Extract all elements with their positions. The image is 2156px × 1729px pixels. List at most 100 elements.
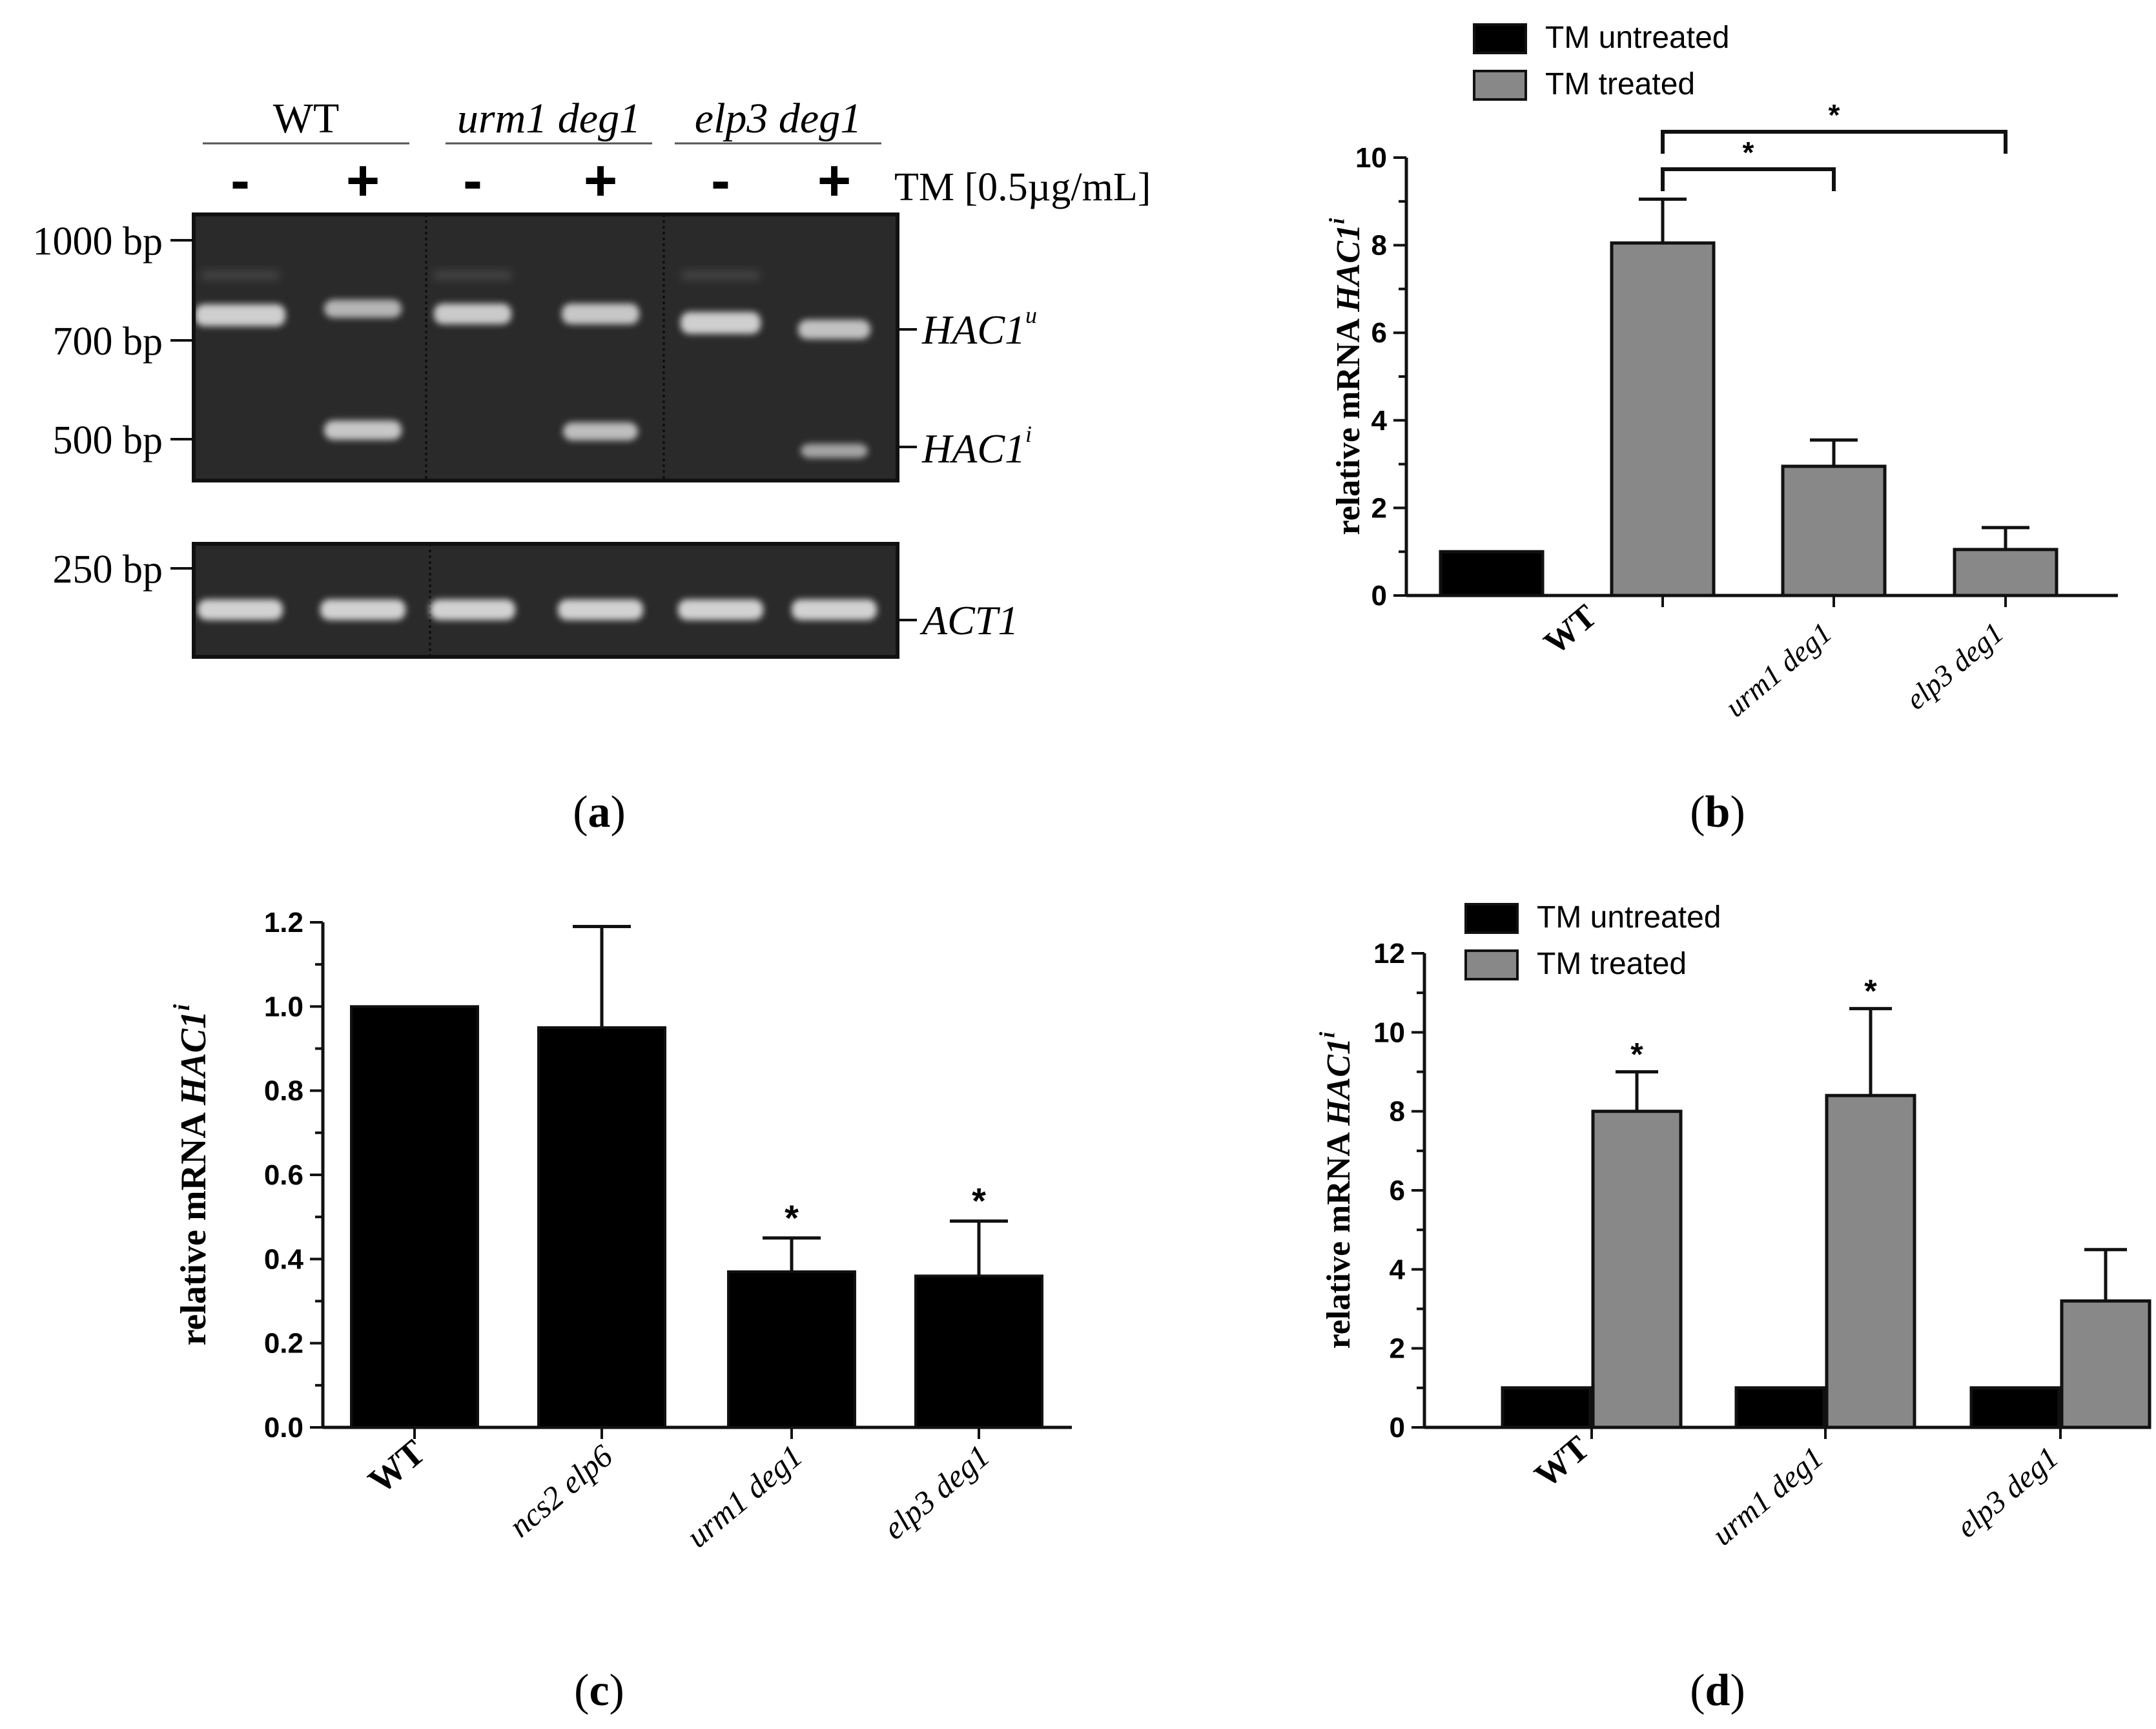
legend-swatch-1: [1473, 70, 1527, 101]
bar-2: [727, 1270, 856, 1429]
panel-d-caption: (d): [1690, 1666, 1745, 1715]
x-tick-label: urm1 deg1: [1719, 616, 1838, 723]
hac1u-label: HAC1u: [921, 302, 1037, 353]
x-tick-label: elp3 deg1: [1900, 616, 2010, 716]
band-hac1i: [324, 420, 402, 440]
significance-bracket-0: [1661, 167, 1836, 191]
bar-0-0: [1501, 1386, 1592, 1429]
y-tick-label: 4: [1390, 1254, 1406, 1285]
band-hac1u: [195, 304, 285, 326]
x-tick-label: elp3 deg1: [876, 1438, 996, 1547]
band-act1: [198, 599, 283, 620]
legend-label-1: TM treated: [1537, 947, 1687, 981]
x-tick-label: urm1 deg1: [679, 1438, 809, 1555]
y-tick-label: 0.8: [264, 1075, 303, 1107]
band-hac1u: [562, 304, 639, 324]
tm-concentration-label: TM [0.5µg/mL]: [894, 165, 1151, 209]
bar-0: [1439, 550, 1545, 597]
x-tick-label: WT: [361, 1432, 433, 1502]
gel-top-frame: [192, 212, 899, 482]
x-tick-label: WT: [1537, 598, 1604, 662]
treatment-symbol-5: +: [817, 149, 852, 213]
y-tick-label: 10: [1373, 1017, 1405, 1048]
bar-0-1: [1734, 1386, 1826, 1429]
y-tick-label: 0: [1390, 1412, 1405, 1444]
y-tick-label: 0.0: [264, 1412, 303, 1444]
bar-1-2: [2060, 1299, 2151, 1429]
significance-star-2: *: [785, 1197, 799, 1238]
band-smear: [201, 271, 279, 279]
y-tick-label: 10: [1355, 142, 1387, 174]
marker-label-1: 700 bp: [53, 320, 163, 364]
bar-1: [1610, 241, 1716, 597]
legend-label-1: TM treated: [1545, 67, 1695, 101]
panel-c-chart: relative mRNA HAC1i 0.0 0.2 0.4 0.6 0.8 1.0 1.2…: [169, 907, 1072, 1555]
band-hac1i: [563, 422, 638, 440]
significance-star-3: *: [972, 1181, 986, 1221]
y-tick-label: 0.2: [264, 1328, 303, 1360]
y-tick-label: 1.2: [264, 907, 303, 938]
strain-header-1: urm1 deg1: [457, 95, 641, 142]
panel-b-chart: TM untreated TM treated relative mRNA HAC1…: [1326, 21, 2118, 723]
bar-3: [914, 1274, 1043, 1429]
y-tick-label: 0.4: [264, 1243, 304, 1275]
y-tick-label: 8: [1390, 1096, 1405, 1128]
bar-1: [537, 1026, 666, 1429]
treatment-symbol-3: +: [584, 149, 618, 213]
band-act1: [558, 599, 643, 620]
band-hac1u: [681, 312, 761, 334]
y-axis-label: relative mRNA HAC1i: [169, 1004, 214, 1346]
panel-d-chart: TM untreated TM treated relative mRNA HAC1…: [1316, 900, 2151, 1552]
marker-label-0: 1000 bp: [33, 220, 163, 264]
legend-label-0: TM untreated: [1545, 21, 1729, 55]
act1-label: ACT1: [919, 597, 1018, 643]
bar-1-0: [1591, 1110, 1683, 1429]
y-tick-label: 2: [1371, 492, 1387, 524]
marker-label-2: 500 bp: [53, 419, 163, 462]
panel-a-gel: WT urm1 deg1 elp3 deg1 - + - + - + TM [0.5µg/mL…: [33, 95, 1151, 837]
treatment-symbol-1: +: [346, 149, 380, 213]
significance-star-1-1: *: [1864, 973, 1877, 1009]
gel-bottom-background: [194, 544, 898, 657]
treatment-symbol-4: -: [711, 149, 730, 213]
significance-bracket-1: [1661, 130, 2007, 154]
band-hac1u: [434, 304, 511, 324]
y-tick-label: 12: [1373, 938, 1405, 969]
y-axis-label: relative mRNA HAC1i: [1326, 218, 1367, 535]
legend-swatch-0: [1473, 23, 1527, 54]
gel-bottom-frame: [192, 542, 899, 659]
legend-swatch-0: [1464, 903, 1519, 934]
band-act1: [430, 599, 515, 620]
panel-a-caption: (a): [573, 787, 626, 837]
y-tick-label: 6: [1390, 1175, 1405, 1206]
band-act1: [320, 599, 406, 620]
gel-top-background: [194, 214, 898, 481]
legend-label-0: TM untreated: [1537, 900, 1721, 935]
y-tick-label: 0.6: [264, 1159, 303, 1191]
panel-c-caption: (c): [574, 1666, 624, 1715]
y-axis-label: relative mRNA HAC1i: [1316, 1031, 1357, 1349]
significance-star-0: *: [1743, 136, 1754, 169]
panel-b-caption: (b): [1690, 787, 1745, 837]
x-tick-label: urm1 deg1: [1706, 1440, 1830, 1552]
bar-1-1: [1825, 1093, 1916, 1429]
strain-header-2: elp3 deg1: [695, 95, 861, 142]
hac1i-label: HAC1i: [921, 421, 1032, 471]
x-tick-label: WT: [1527, 1428, 1597, 1495]
band-act1: [792, 599, 877, 620]
legend-swatch-1: [1464, 949, 1519, 980]
bar-0-2: [1969, 1386, 2061, 1429]
y-tick-label: 4: [1371, 405, 1388, 437]
band-hac1i: [801, 444, 868, 458]
bar-3: [1953, 548, 2058, 597]
significance-star-1-0: *: [1630, 1037, 1643, 1073]
y-tick-label: 8: [1371, 230, 1387, 262]
band-smear: [682, 271, 759, 279]
band-act1: [678, 599, 763, 620]
band-hac1u: [324, 300, 402, 318]
y-tick-label: 2: [1390, 1333, 1405, 1365]
strain-header-0: WT: [273, 95, 340, 142]
significance-star-1: *: [1829, 98, 1840, 132]
treatment-symbol-2: -: [463, 149, 482, 213]
